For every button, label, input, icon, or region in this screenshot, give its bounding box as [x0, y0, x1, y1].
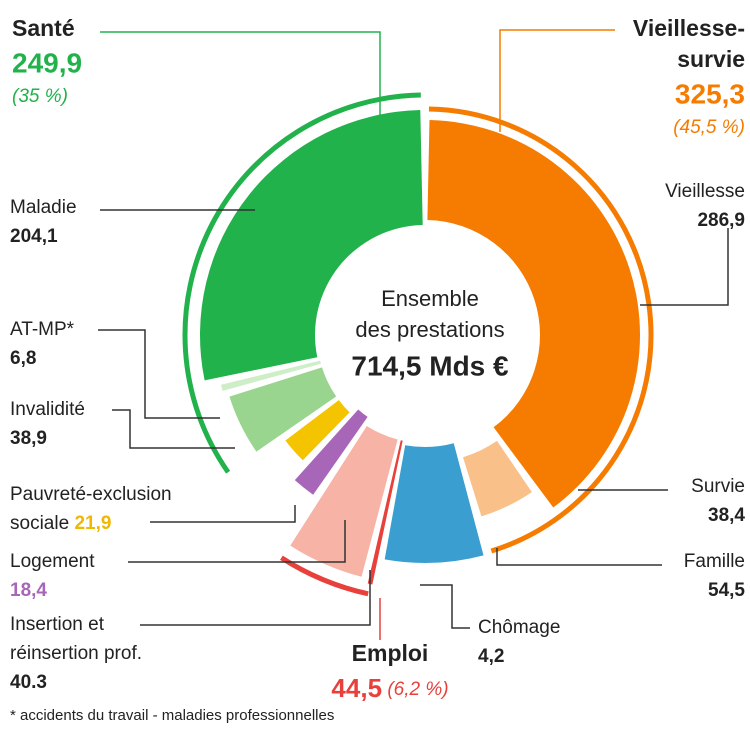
segment — [285, 400, 350, 461]
group-name: survie — [677, 46, 745, 72]
segment — [384, 443, 484, 564]
category-label: Insertion et — [10, 614, 105, 635]
segment — [463, 440, 532, 517]
group-percent: (45,5 %) — [673, 117, 745, 138]
group-percent: (35 %) — [12, 86, 68, 107]
category-label: AT-MP* — [10, 319, 75, 340]
leader-line — [499, 29, 615, 132]
category-name: Logement — [10, 551, 95, 572]
group-value: 44,5 (6,2 %) — [331, 673, 448, 703]
leader-line — [150, 505, 296, 523]
category-label: Pauvreté-exclusion — [10, 484, 172, 505]
value-label: 4,2 — [478, 646, 504, 667]
leader-line — [128, 520, 346, 563]
value-label: 18,4 — [10, 580, 47, 601]
value-label: 21,9 — [74, 513, 111, 534]
category-name: Chômage — [478, 617, 560, 638]
category-name: Vieillesse — [665, 181, 745, 202]
category-label: Logement — [10, 551, 95, 572]
center-label: Ensemble — [381, 286, 479, 311]
category-label: Survie — [691, 476, 745, 497]
segment — [367, 440, 403, 585]
category-label: sociale 21,9 — [10, 513, 111, 534]
group-arc — [182, 92, 421, 474]
group-name: Santé — [12, 15, 75, 41]
category-label: Famille — [684, 551, 745, 572]
segment — [229, 367, 337, 452]
group-arc — [428, 106, 654, 554]
leader-line — [98, 329, 220, 419]
leader-line — [420, 584, 470, 629]
category-name: Insertion et — [10, 614, 105, 635]
segment — [294, 409, 368, 495]
category-name: réinsertion prof. — [10, 643, 142, 664]
group-value: 44,5 — [331, 673, 382, 703]
footnote: * accidents du travail - maladies profes… — [10, 707, 334, 724]
category-name: Maladie — [10, 197, 77, 218]
group-value: 325,3 — [675, 78, 745, 109]
group-name: Emploi — [352, 640, 429, 666]
leader-line — [140, 570, 371, 626]
leader-line — [496, 548, 662, 566]
value-label: 40.3 — [10, 672, 47, 693]
category-name: Survie — [691, 476, 745, 497]
value-label: 38,9 — [10, 428, 47, 449]
category-name: Invalidité — [10, 399, 85, 420]
category-name: Pauvreté-exclusion — [10, 484, 172, 505]
segment — [199, 110, 423, 381]
total: 714,5 Mds € — [351, 350, 509, 381]
value-label: 286,9 — [697, 210, 745, 231]
category-name: Famille — [684, 551, 745, 572]
value-label: 204,1 — [10, 226, 58, 247]
value-label: 38,4 — [708, 505, 745, 526]
value-label: 54,5 — [708, 580, 745, 601]
leader-line — [640, 228, 729, 306]
segment — [290, 425, 398, 577]
center-label: des prestations — [355, 317, 504, 342]
category-name: sociale — [10, 513, 69, 534]
leader-line — [112, 409, 235, 449]
segment — [220, 360, 321, 391]
group-name: Vieillesse- — [633, 15, 745, 41]
segment — [427, 120, 640, 508]
category-label: Invalidité — [10, 399, 85, 420]
category-label: Chômage — [478, 617, 560, 638]
value-label: 6,8 — [10, 348, 36, 369]
category-label: réinsertion prof. — [10, 643, 142, 664]
category-label: Vieillesse — [665, 181, 745, 202]
leader-line — [100, 31, 381, 140]
category-name: AT-MP* — [10, 319, 75, 340]
group-value: 249,9 — [12, 47, 82, 78]
group-percent: (6,2 %) — [387, 679, 448, 700]
category-label: Maladie — [10, 197, 77, 218]
